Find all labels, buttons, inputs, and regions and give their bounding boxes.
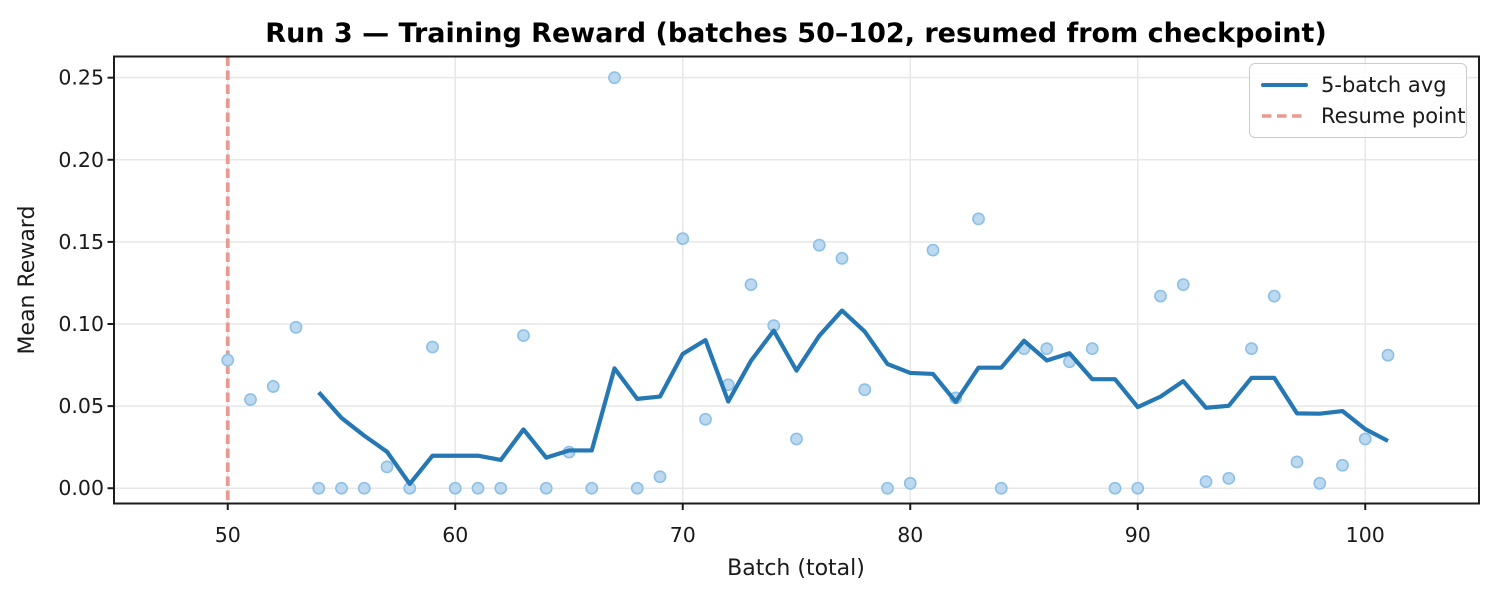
scatter-point	[494, 481, 508, 495]
y-axis-label: Mean Reward	[15, 206, 40, 355]
y-tick-label: 0.25	[58, 66, 104, 90]
scatter-layer	[221, 71, 1395, 495]
scatter-point	[244, 393, 257, 406]
y-tick-label: 0.15	[58, 230, 104, 254]
y-tick-label: 0.00	[58, 476, 104, 500]
scatter-point	[676, 232, 690, 246]
scatter-point	[1290, 455, 1304, 469]
scatter-point	[1154, 289, 1167, 303]
x-tick-label: 100	[1346, 523, 1385, 547]
scatter-point	[312, 481, 326, 495]
scatter-point	[1381, 348, 1395, 362]
scatter-point	[1040, 342, 1054, 356]
scatter-point	[972, 212, 985, 226]
avg-line-layer	[317, 308, 1389, 487]
scatter-point	[1313, 476, 1327, 490]
scatter-point	[1131, 481, 1145, 495]
legend-label-avg: 5-batch avg	[1321, 72, 1447, 97]
scatter-point	[448, 481, 462, 495]
scatter-point	[1245, 342, 1258, 356]
scatter-point	[1176, 278, 1190, 291]
avg-line	[317, 308, 1389, 487]
scatter-point	[994, 481, 1008, 495]
scatter-point	[1085, 342, 1099, 356]
scatter-point	[1108, 481, 1122, 495]
scatter-point	[699, 412, 712, 426]
scatter-point	[630, 481, 644, 495]
chart-title: Run 3 — Training Reward (batches 50–102,…	[265, 18, 1326, 49]
scatter-point	[517, 329, 530, 342]
scatter-point	[1358, 432, 1372, 446]
legend-entry-resume: Resume point	[1261, 102, 1465, 130]
scatter-point	[471, 481, 485, 495]
y-tick-label: 0.05	[58, 394, 104, 418]
scatter-point	[926, 243, 940, 257]
axes-layer: 50 60 70 80 90 100 0.00 0.05 0.10 0.15 0.20 0.25	[58, 55, 1480, 547]
avg-line-swatch	[1261, 82, 1308, 88]
scatter-point	[585, 481, 599, 495]
scatter-point	[289, 320, 303, 334]
scatter-point	[380, 460, 394, 474]
scatter-point	[790, 432, 803, 446]
scatter-point	[812, 238, 826, 252]
x-tick-label: 60	[442, 523, 468, 547]
scatter-point	[744, 278, 758, 291]
x-tick-label: 80	[897, 523, 923, 547]
scatter-point	[335, 481, 348, 495]
x-tick-label: 50	[215, 523, 241, 547]
x-tick-label: 70	[670, 523, 696, 547]
y-tick-label: 0.20	[58, 148, 104, 172]
scatter-point	[1222, 471, 1236, 485]
scatter-point	[903, 476, 917, 490]
x-axis-label: Batch (total)	[727, 556, 865, 581]
scatter-point	[1199, 475, 1213, 489]
scatter-point	[1267, 289, 1281, 303]
scatter-point	[881, 481, 894, 495]
plot-border	[113, 55, 1480, 505]
scatter-point	[1336, 458, 1349, 472]
scatter-point	[539, 481, 553, 495]
legend: 5-batch avg Resume point	[1249, 63, 1467, 138]
scatter-point	[858, 383, 872, 397]
scatter-point	[221, 353, 235, 367]
scatter-point	[835, 251, 849, 265]
scatter-point	[266, 380, 280, 393]
scatter-point	[426, 340, 439, 354]
y-tick-label: 0.10	[58, 312, 104, 336]
scatter-point	[357, 481, 371, 495]
resume-dash-swatch	[1261, 112, 1308, 120]
legend-label-resume: Resume point	[1321, 103, 1466, 128]
legend-entry-avg: 5-batch avg	[1261, 71, 1456, 99]
scatter-point	[608, 71, 621, 85]
scatter-point	[653, 470, 667, 484]
x-tick-label: 90	[1125, 523, 1151, 547]
